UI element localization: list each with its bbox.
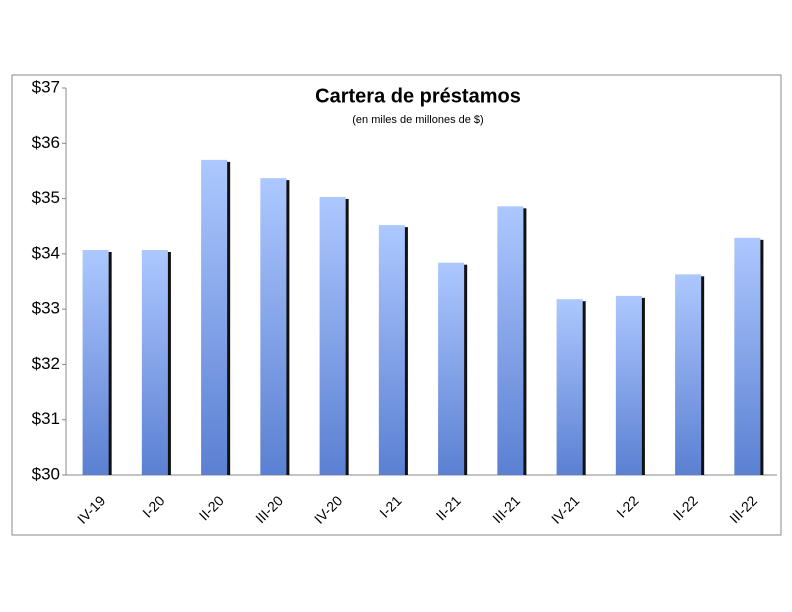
bar — [378, 225, 405, 475]
chart-subtitle: (en miles de millones de $) — [352, 114, 483, 126]
bar — [201, 159, 228, 475]
bar — [675, 274, 702, 475]
y-tick-label: $33 — [32, 299, 60, 318]
bar — [141, 249, 168, 475]
bar — [615, 295, 642, 475]
bar — [319, 196, 346, 476]
bar — [734, 237, 761, 475]
y-tick-label: $34 — [32, 243, 60, 262]
bar — [438, 262, 465, 475]
y-tick-label: $35 — [32, 188, 60, 207]
y-tick-label: $30 — [32, 464, 60, 483]
chart-title: Cartera de préstamos — [315, 85, 521, 107]
bar — [260, 178, 287, 475]
bar — [82, 249, 109, 475]
y-tick-label: $31 — [32, 409, 60, 428]
y-tick-label: $37 — [32, 77, 60, 96]
bar — [497, 206, 524, 475]
bar — [556, 299, 583, 475]
y-tick-label: $32 — [32, 354, 60, 373]
y-tick-label: $36 — [32, 133, 60, 152]
